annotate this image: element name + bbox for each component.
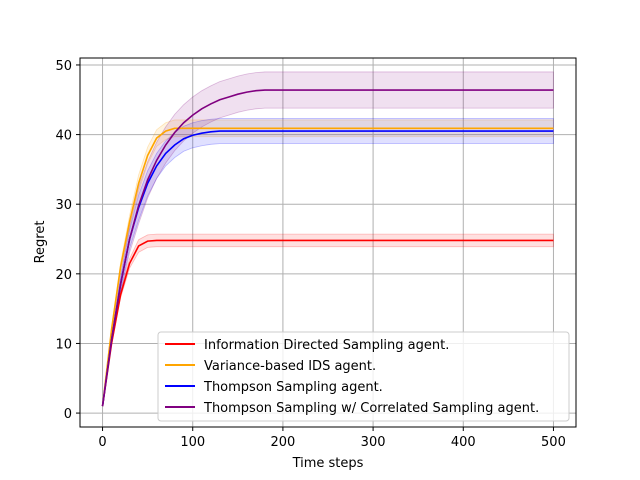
axis-ticks: 0 100 200 300 400 500 0 10 20 30 40 50 [55,59,565,450]
legend-label-variance-ids: Variance-based IDS agent. [204,359,376,374]
y-tick-label: 10 [55,337,72,352]
y-tick-label: 0 [64,407,72,422]
y-tick-label: 50 [55,59,72,74]
legend-label-ids: Information Directed Sampling agent. [204,338,449,353]
legend: Information Directed Sampling agent. Var… [157,331,570,422]
x-tick-label: 100 [180,435,205,450]
legend-box [157,331,570,422]
series-lines [101,89,554,407]
y-tick-label: 20 [55,268,72,283]
x-tick-label: 500 [541,435,566,450]
x-tick-label: 200 [270,435,295,450]
series-line-3 [101,89,554,407]
x-axis-label: Time steps [292,456,364,471]
x-tick-label: 0 [98,435,106,450]
x-tick-label: 300 [361,435,386,450]
series-line-1 [101,127,554,407]
plot-frame [79,57,577,428]
legend-label-thompson: Thompson Sampling agent. [203,380,383,395]
legend-label-thompson-correlated: Thompson Sampling w/ Correlated Sampling… [203,401,539,416]
y-tick-label: 40 [55,129,72,144]
series-line-0 [101,239,554,407]
y-tick-label: 30 [55,198,72,213]
y-axis-label: Regret [33,221,48,264]
x-tick-label: 400 [451,435,476,450]
